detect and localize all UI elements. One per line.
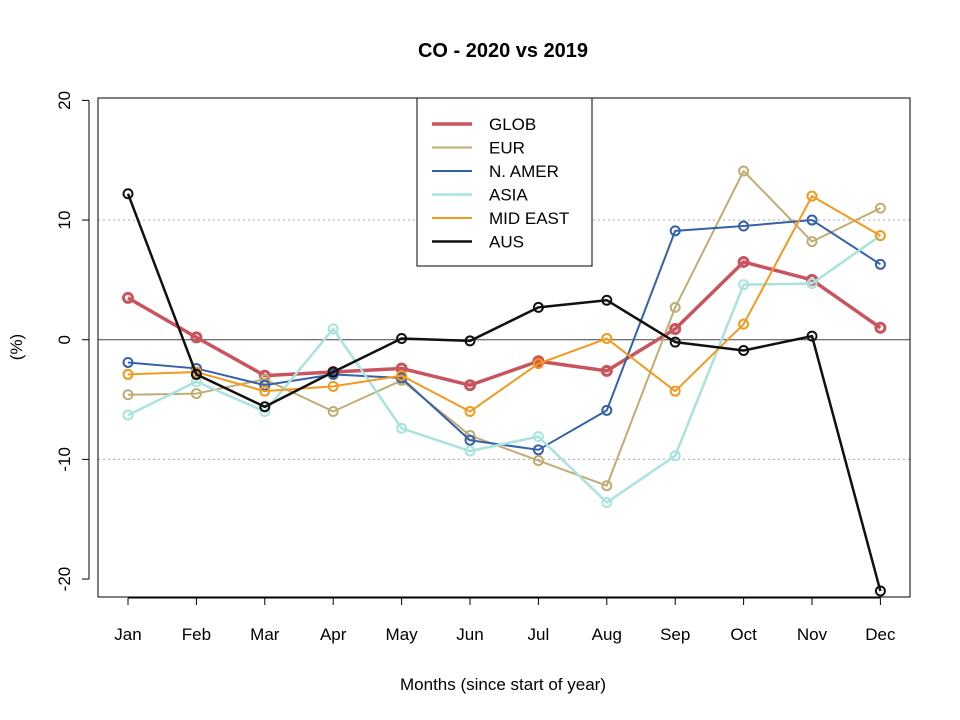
- x-axis: Jan Feb Mar Apr May Jun Jul Aug Sep Oct Nov Dec: [114, 597, 896, 644]
- series-line: [127, 195, 881, 413]
- legend: GLOB EUR N. AMER ASIA MID EAST AUS: [416, 97, 593, 267]
- data-point: [669, 450, 681, 462]
- data-point: [190, 368, 202, 380]
- x-tick-label: Aug: [592, 625, 622, 644]
- data-point: [532, 358, 544, 370]
- data-point: [738, 220, 750, 232]
- x-tick-label: Apr: [320, 625, 347, 644]
- data-point: [327, 366, 339, 378]
- data-point: [327, 380, 339, 392]
- data-point: [327, 323, 339, 335]
- data-point: [396, 333, 408, 345]
- data-point: [806, 236, 818, 248]
- legend-entry: ASIA: [489, 186, 528, 205]
- data-point: [669, 336, 681, 348]
- chart-title: CO - 2020 vs 2019: [418, 40, 588, 62]
- data-point: [464, 406, 476, 418]
- legend-entry: N. AMER: [489, 162, 559, 181]
- y-tick-label: 10: [55, 211, 74, 230]
- data-point: [669, 322, 682, 335]
- data-point: [327, 406, 339, 418]
- data-point: [874, 258, 886, 270]
- data-point: [532, 431, 544, 443]
- data-point: [259, 379, 271, 391]
- data-point: [464, 434, 476, 446]
- series-line: [126, 193, 882, 592]
- data-point: [464, 379, 476, 392]
- data-point: [122, 188, 134, 200]
- data-point: [806, 214, 818, 226]
- data-point: [874, 230, 886, 242]
- x-tick-label: Mar: [250, 625, 280, 644]
- data-point: [737, 255, 750, 268]
- legend-entry: GLOB: [489, 115, 536, 134]
- x-tick-label: Dec: [865, 625, 896, 644]
- data-point: [259, 373, 271, 385]
- x-tick-label: Jul: [528, 625, 550, 644]
- x-tick-label: Jun: [456, 625, 483, 644]
- data-point: [874, 321, 887, 334]
- y-tick-label: -20: [55, 567, 74, 592]
- x-tick-label: Feb: [182, 625, 211, 644]
- data-point: [190, 388, 202, 400]
- data-point: [601, 496, 613, 508]
- data-point: [532, 455, 544, 467]
- x-axis-label: Months (since start of year): [400, 675, 606, 694]
- x-tick-label: May: [386, 625, 419, 644]
- data-point: [464, 445, 476, 457]
- data-point: [532, 444, 544, 456]
- legend-entry: AUS: [489, 233, 524, 252]
- data-point: [601, 294, 613, 306]
- data-point: [600, 364, 613, 377]
- y-axis: -20 -10 0 10 20: [55, 91, 90, 592]
- data-point: [738, 318, 750, 330]
- data-point: [122, 356, 134, 368]
- data-point: [259, 385, 271, 397]
- data-point: [464, 335, 476, 347]
- data-point: [738, 279, 750, 291]
- data-point: [601, 333, 613, 345]
- data-point: [259, 401, 271, 413]
- data-point: [669, 301, 681, 313]
- series-aus: [122, 188, 886, 597]
- series-mid-east: [122, 190, 886, 418]
- data-point: [122, 409, 134, 421]
- data-point: [806, 277, 818, 289]
- data-point: [874, 585, 886, 597]
- x-tick-label: Sep: [660, 625, 690, 644]
- data-point: [874, 202, 886, 214]
- data-point: [396, 370, 408, 382]
- data-point: [532, 301, 544, 313]
- data-point: [601, 480, 613, 492]
- data-point: [190, 331, 203, 344]
- data-point: [738, 344, 750, 356]
- series-lines: [122, 165, 887, 597]
- data-point: [601, 404, 613, 416]
- data-point: [806, 330, 818, 342]
- data-point: [122, 389, 134, 401]
- y-tick-label: 20: [55, 91, 74, 110]
- legend-entry: MID EAST: [489, 209, 569, 228]
- y-tick-label: -10: [55, 447, 74, 472]
- data-point: [122, 291, 134, 304]
- data-point: [396, 422, 408, 434]
- y-tick-label: 0: [55, 335, 74, 344]
- x-tick-label: Oct: [730, 625, 757, 644]
- data-point: [122, 368, 134, 380]
- legend-box: [416, 97, 593, 267]
- data-point: [738, 165, 750, 177]
- data-point: [806, 190, 818, 202]
- legend-entry: EUR: [489, 139, 525, 158]
- series-line: [127, 234, 882, 504]
- data-point: [669, 385, 681, 397]
- data-point: [669, 225, 681, 237]
- y-axis-label: (%): [7, 334, 26, 360]
- x-tick-label: Jan: [114, 625, 141, 644]
- x-tick-label: Nov: [797, 625, 828, 644]
- series-line: [127, 260, 882, 387]
